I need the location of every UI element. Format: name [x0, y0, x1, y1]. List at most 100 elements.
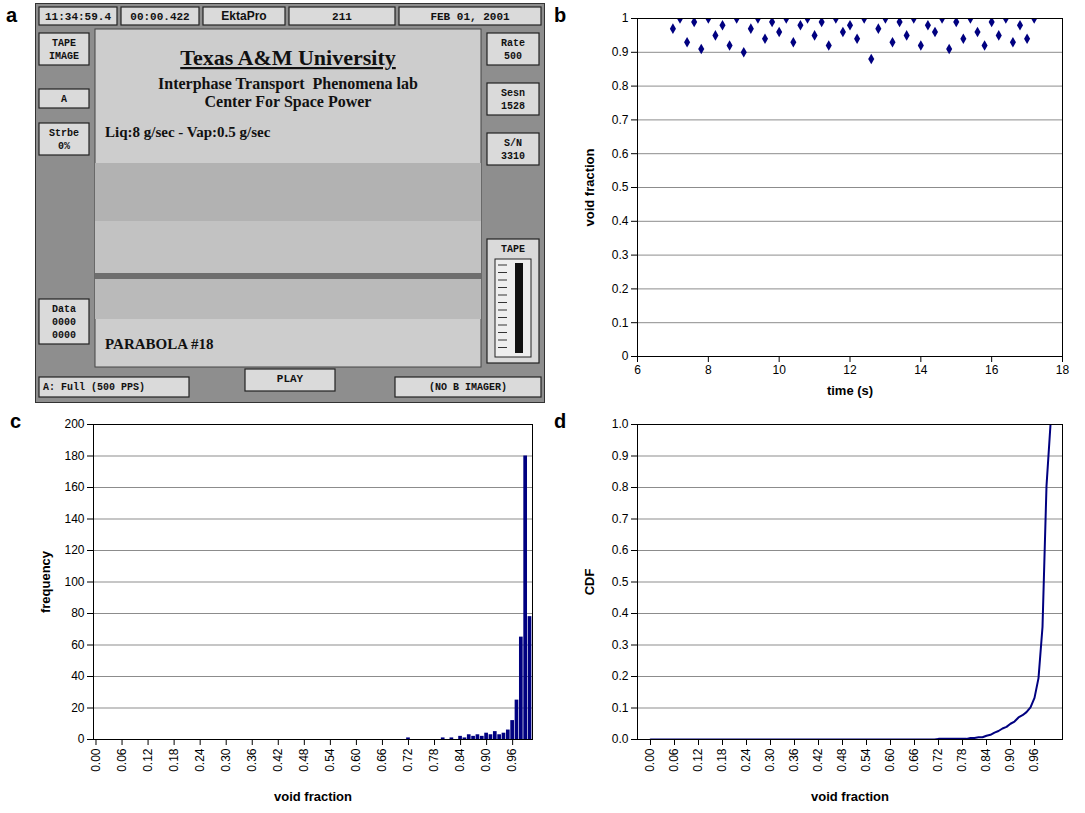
- svg-text:PARABOLA #18: PARABOLA #18: [105, 336, 213, 352]
- svg-text:Interphase Transport Phenomen: Interphase Transport Phenomena lab: [158, 75, 418, 93]
- svg-text:0.78: 0.78: [955, 748, 969, 772]
- svg-text:0.2: 0.2: [612, 669, 629, 683]
- svg-text:Texas A&M University: Texas A&M University: [180, 45, 396, 70]
- svg-text:10: 10: [772, 363, 786, 377]
- svg-text:0.00: 0.00: [89, 748, 103, 772]
- svg-text:6: 6: [634, 363, 641, 377]
- svg-text:0.66: 0.66: [907, 748, 921, 772]
- svg-text:0.90: 0.90: [479, 748, 493, 772]
- svg-text:0.54: 0.54: [859, 748, 873, 772]
- svg-text:EktaPro: EktaPro: [221, 9, 266, 23]
- svg-text:100: 100: [64, 575, 84, 589]
- svg-text:0.00: 0.00: [643, 748, 657, 772]
- svg-text:80: 80: [71, 606, 85, 620]
- svg-text:0.66: 0.66: [375, 748, 389, 772]
- svg-text:0.3: 0.3: [612, 248, 629, 262]
- svg-text:60: 60: [71, 638, 85, 652]
- svg-text:14: 14: [914, 363, 928, 377]
- svg-text:12: 12: [843, 363, 857, 377]
- svg-text:1.0: 1.0: [612, 417, 629, 431]
- svg-text:0.4: 0.4: [612, 606, 629, 620]
- svg-text:20: 20: [71, 701, 85, 715]
- svg-text:200: 200: [64, 417, 84, 431]
- svg-text:0.36: 0.36: [245, 748, 259, 772]
- svg-text:A: A: [61, 94, 67, 105]
- svg-text:frequency: frequency: [38, 550, 53, 613]
- svg-text:0000: 0000: [52, 330, 76, 341]
- svg-text:0.72: 0.72: [401, 748, 415, 772]
- svg-text:0.72: 0.72: [931, 748, 945, 772]
- svg-text:0.24: 0.24: [193, 748, 207, 772]
- svg-text:500: 500: [504, 51, 522, 62]
- svg-text:0.6: 0.6: [612, 543, 629, 557]
- svg-text:0.12: 0.12: [141, 748, 155, 772]
- svg-text:0.06: 0.06: [115, 748, 129, 772]
- svg-text:18: 18: [1056, 363, 1070, 377]
- svg-text:40: 40: [71, 669, 85, 683]
- svg-text:0.4: 0.4: [612, 214, 629, 228]
- svg-text:140: 140: [64, 512, 84, 526]
- svg-text:180: 180: [64, 449, 84, 463]
- svg-text:0.8: 0.8: [612, 79, 629, 93]
- svg-text:8: 8: [705, 363, 712, 377]
- svg-text:0.30: 0.30: [763, 748, 777, 772]
- svg-text:0.8: 0.8: [612, 480, 629, 494]
- svg-text:0.96: 0.96: [505, 748, 519, 772]
- svg-text:0.06: 0.06: [667, 748, 681, 772]
- svg-text:0.60: 0.60: [883, 748, 897, 772]
- svg-text:0%: 0%: [58, 141, 70, 152]
- svg-text:211: 211: [332, 11, 352, 23]
- svg-text:FEB 01, 2001: FEB 01, 2001: [430, 11, 510, 23]
- svg-text:0.42: 0.42: [271, 748, 285, 772]
- svg-text:0.48: 0.48: [297, 748, 311, 772]
- svg-text:1: 1: [622, 11, 629, 25]
- svg-text:0: 0: [622, 349, 629, 363]
- svg-text:0.84: 0.84: [453, 748, 467, 772]
- svg-text:0.5: 0.5: [612, 180, 629, 194]
- svg-text:0.36: 0.36: [787, 748, 801, 772]
- svg-text:0.84: 0.84: [979, 748, 993, 772]
- svg-text:Data: Data: [52, 304, 76, 315]
- svg-text:11:34:59.4: 11:34:59.4: [45, 11, 111, 23]
- svg-text:0.7: 0.7: [612, 113, 629, 127]
- svg-text:0.24: 0.24: [739, 748, 753, 772]
- svg-text:void fraction: void fraction: [582, 148, 597, 226]
- svg-text:TAPE: TAPE: [52, 38, 76, 49]
- svg-text:3310: 3310: [501, 151, 525, 162]
- svg-text:0.1: 0.1: [612, 701, 629, 715]
- svg-text:Liq:8 g/sec - Vap:0.5 g/sec: Liq:8 g/sec - Vap:0.5 g/sec: [105, 124, 271, 140]
- svg-text:time (s): time (s): [827, 383, 873, 398]
- svg-text:Center For Space Power: Center For Space Power: [205, 93, 372, 111]
- svg-text:00:00.422: 00:00.422: [130, 11, 189, 23]
- svg-text:0.6: 0.6: [612, 147, 629, 161]
- svg-text:0.7: 0.7: [612, 512, 629, 526]
- svg-text:CDF: CDF: [582, 569, 597, 596]
- svg-text:A: Full (500 PPS): A: Full (500 PPS): [43, 382, 145, 393]
- svg-text:Rate: Rate: [501, 38, 525, 49]
- svg-text:void fraction: void fraction: [811, 789, 889, 804]
- svg-text:160: 160: [64, 480, 84, 494]
- svg-text:void fraction: void fraction: [274, 789, 352, 804]
- svg-text:0.42: 0.42: [811, 748, 825, 772]
- svg-text:0.0: 0.0: [612, 732, 629, 746]
- svg-text:0.5: 0.5: [612, 575, 629, 589]
- svg-text:S/N: S/N: [504, 138, 522, 149]
- svg-text:0.12: 0.12: [691, 748, 705, 772]
- svg-text:0.90: 0.90: [1003, 748, 1017, 772]
- svg-text:0000: 0000: [52, 317, 76, 328]
- svg-text:0.1: 0.1: [612, 316, 629, 330]
- svg-text:0.54: 0.54: [323, 748, 337, 772]
- svg-text:0.96: 0.96: [1027, 748, 1041, 772]
- svg-text:0.3: 0.3: [612, 638, 629, 652]
- svg-text:PLAY: PLAY: [277, 373, 304, 385]
- svg-text:120: 120: [64, 543, 84, 557]
- svg-text:Sesn: Sesn: [501, 88, 525, 99]
- svg-text:0.48: 0.48: [835, 748, 849, 772]
- svg-text:1528: 1528: [501, 101, 525, 112]
- svg-text:0.9: 0.9: [612, 45, 629, 59]
- svg-text:IMAGE: IMAGE: [49, 51, 79, 62]
- svg-text:0: 0: [78, 732, 85, 746]
- svg-text:0.18: 0.18: [167, 748, 181, 772]
- svg-text:0.78: 0.78: [427, 748, 441, 772]
- svg-text:Strbe: Strbe: [49, 128, 79, 139]
